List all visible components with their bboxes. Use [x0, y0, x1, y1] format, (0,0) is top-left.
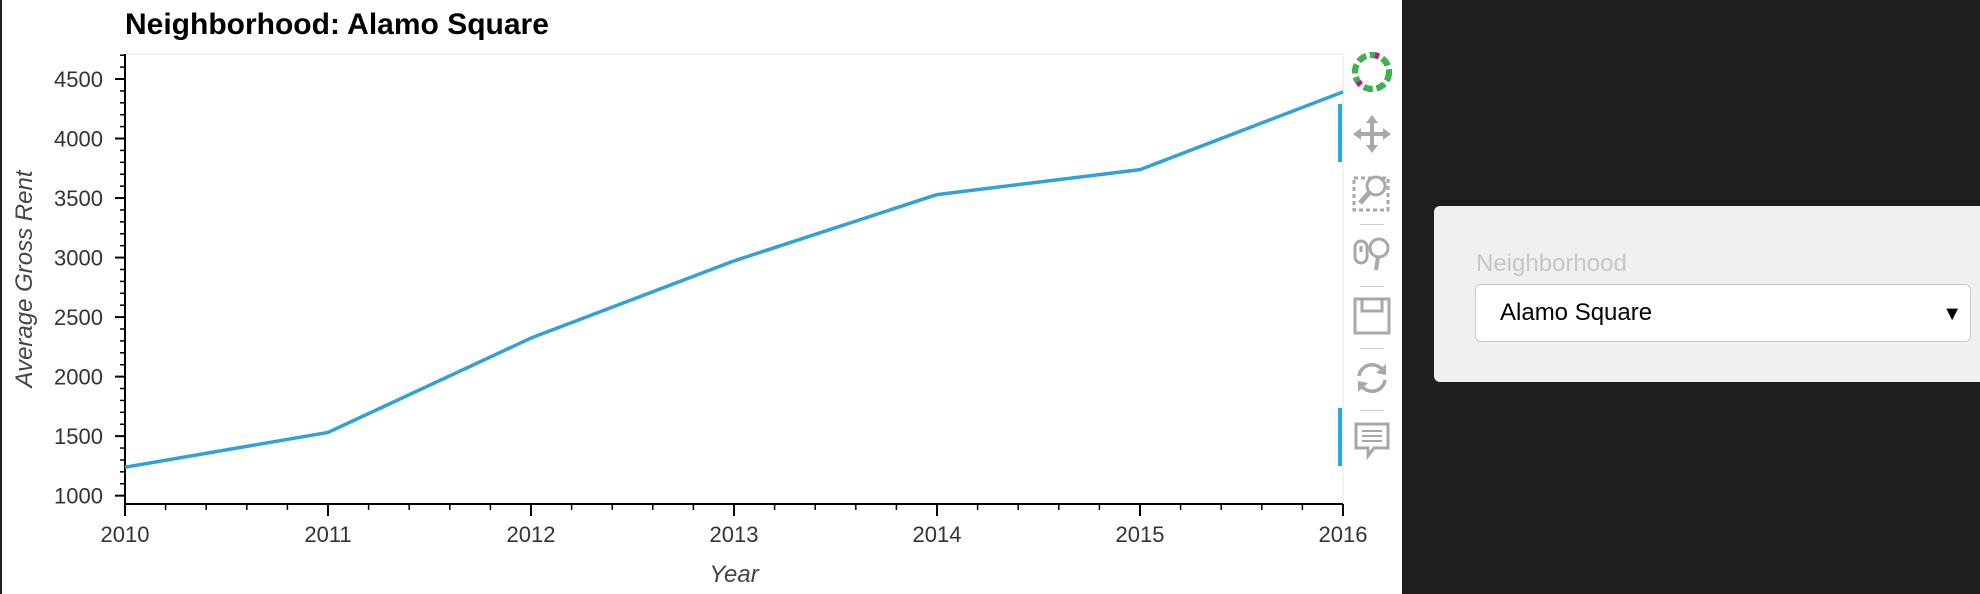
series-line[interactable] [124, 90, 1344, 469]
chart-toolbar [1338, 50, 1402, 480]
x-tick-label: 2015 [1116, 522, 1165, 547]
plot-panel: Neighborhood: Alamo Square 1000 1500 2000 2… [0, 0, 1402, 594]
y-tick-label: 3500 [54, 186, 103, 211]
neighborhood-select[interactable]: Alamo Square ▼ [1475, 284, 1971, 342]
x-tick-label: 2010 [101, 522, 150, 547]
pan-active-indicator [1338, 104, 1342, 162]
y-tick-label: 4500 [54, 67, 103, 92]
y-tick-label: 1000 [54, 484, 103, 509]
hover-icon[interactable] [1352, 420, 1392, 460]
y-tick-label: 2000 [54, 365, 103, 390]
dropdown-arrow-icon: ▼ [1942, 303, 1962, 325]
y-axis-label: Average Gross Rent [11, 169, 38, 389]
y-tick-label: 3000 [54, 246, 103, 271]
x-tick-label: 2016 [1319, 522, 1368, 547]
wheel-zoom-icon[interactable] [1352, 234, 1392, 274]
line-chart[interactable]: 1000 1500 2000 2500 3000 3500 4000 4500 2010 2011… [0, 0, 1402, 594]
toolbar-separator [1360, 348, 1384, 349]
chart-title: Neighborhood: Alamo Square [125, 8, 549, 41]
neighborhood-widget: Neighborhood Alamo Square ▼ [1434, 206, 1980, 382]
window-edge [0, 0, 2, 594]
x-tick-label: 2012 [507, 522, 556, 547]
x-tick-label: 2011 [304, 522, 351, 547]
y-tick-label: 2500 [54, 305, 103, 330]
x-tick-label: 2014 [913, 522, 962, 547]
y-tick-label: 1500 [54, 424, 103, 449]
bokeh-logo-icon[interactable] [1352, 52, 1392, 92]
save-icon[interactable] [1352, 296, 1392, 336]
reset-icon[interactable] [1352, 358, 1392, 398]
neighborhood-selected-value: Alamo Square [1500, 299, 1653, 326]
toolbar-separator [1360, 286, 1384, 287]
x-axis-label: Year [709, 561, 759, 588]
box-zoom-icon[interactable] [1352, 172, 1392, 212]
toolbar-separator [1360, 410, 1384, 411]
y-tick-label: 4000 [54, 127, 103, 152]
x-tick-label: 2013 [710, 522, 759, 547]
neighborhood-label: Neighborhood [1476, 250, 1627, 277]
toolbar-separator [1360, 224, 1384, 225]
hover-active-indicator [1338, 408, 1342, 466]
pan-icon[interactable] [1352, 114, 1392, 154]
